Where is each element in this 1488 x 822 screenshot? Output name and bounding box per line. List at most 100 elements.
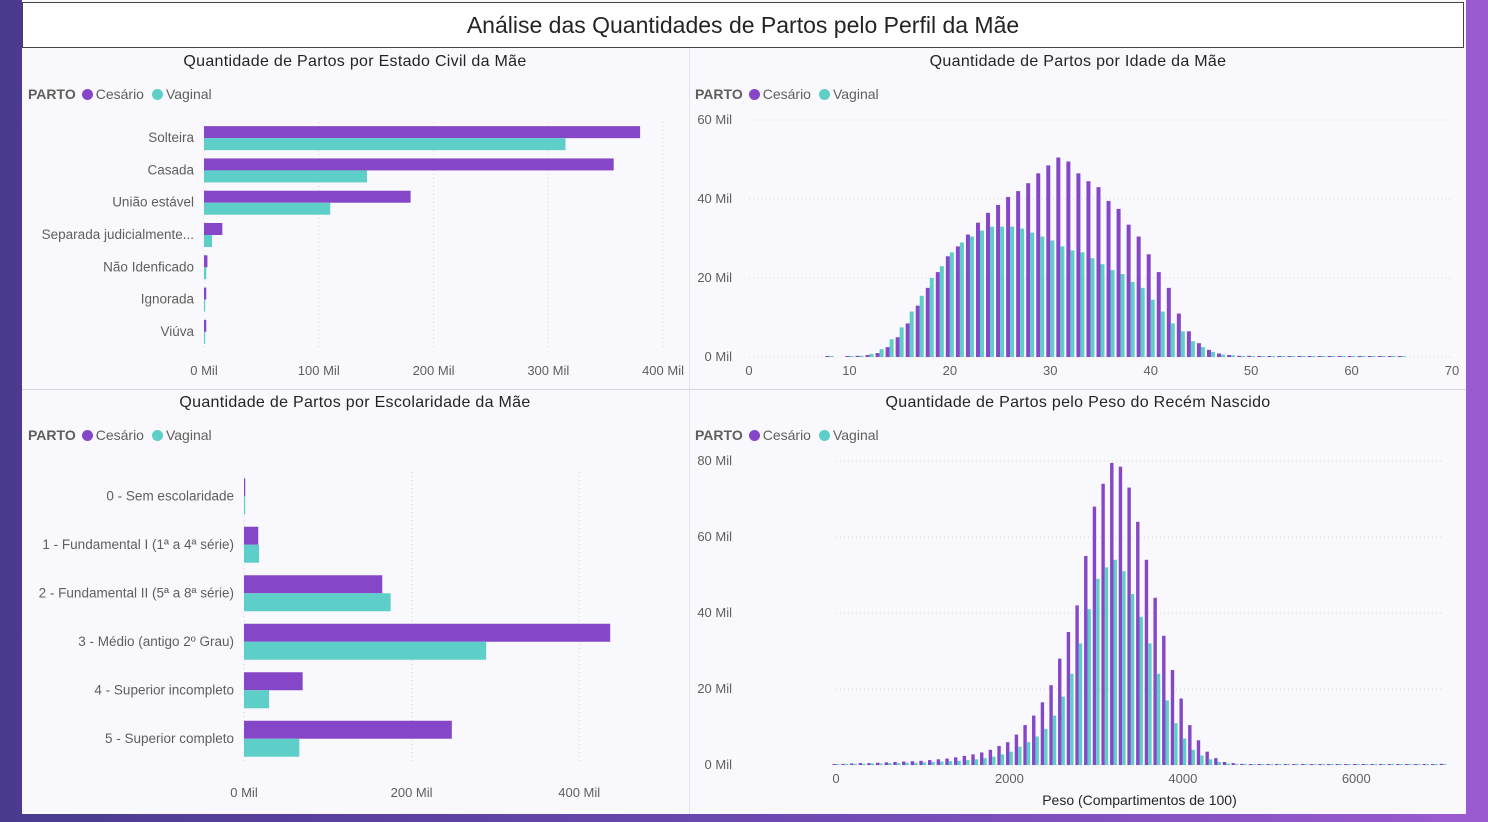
bar-cesario — [945, 256, 950, 357]
bar-vaginal — [1070, 250, 1075, 357]
bar-cesario — [845, 356, 850, 357]
bar-vaginal — [870, 763, 875, 765]
x-tick-label: 60 — [1344, 363, 1358, 378]
bar-vaginal — [1347, 764, 1352, 765]
chart-legend[interactable]: PARTO Cesário Vaginal — [28, 86, 220, 102]
legend-text-vaginal: Vaginal — [165, 427, 212, 443]
chart-peso[interactable]: Quantidade de Partos pelo Peso do Recém … — [690, 390, 1466, 814]
bar-vaginal — [957, 760, 961, 765]
bar-vaginal — [1208, 759, 1213, 765]
x-tick-label: 10 — [842, 363, 856, 378]
bar-cesario — [204, 126, 641, 139]
bar-cesario — [1196, 740, 1201, 765]
bar-cesario — [901, 761, 906, 765]
x-tick-label: 0 Mil — [190, 363, 218, 378]
bar-vaginal — [862, 763, 866, 765]
legend-text-cesario: Cesário — [95, 427, 144, 443]
bar-vaginal — [1018, 746, 1022, 765]
bar-cesario — [855, 355, 860, 357]
legend-text-cesario: Cesário — [95, 86, 144, 102]
legend-text-vaginal: Vaginal — [832, 86, 879, 102]
bar-cesario — [204, 287, 207, 300]
x-tick-label: 400 Mil — [642, 363, 684, 378]
chart-legend[interactable]: PARTO Cesário Vaginal — [695, 86, 887, 102]
bar-vaginal — [948, 761, 953, 765]
bar-cesario — [996, 204, 1001, 357]
legend-item-cesario[interactable]: Cesário — [81, 427, 144, 443]
chart-legend[interactable]: PARTO Cesário Vaginal — [695, 427, 887, 443]
bar-cesario — [875, 762, 880, 765]
bar-vaginal — [1252, 764, 1256, 765]
bar-cesario — [1179, 698, 1183, 765]
bar-vaginal — [896, 763, 901, 765]
bar-cesario — [1266, 764, 1270, 765]
bar-vaginal — [1061, 696, 1065, 765]
bar-vaginal — [1331, 356, 1336, 357]
bar-cesario — [1096, 187, 1101, 357]
legend-label: PARTO — [28, 86, 76, 102]
bar-vaginal — [1174, 723, 1178, 765]
bar-vaginal — [244, 641, 487, 660]
chart-escolaridade-plot: 0 Mil 200 Mil 400 Mil 0 - Sem escolaridade 1… — [39, 472, 611, 800]
legend-item-cesario[interactable]: Cesário — [748, 86, 811, 102]
bar-cesario — [1277, 356, 1282, 357]
bar-cesario — [1430, 764, 1435, 765]
chart-legend[interactable]: PARTO Cesário Vaginal — [28, 427, 220, 443]
report-title-text: Análise das Quantidades de Partos pelo P… — [466, 11, 1020, 38]
legend-item-vaginal[interactable]: Vaginal — [151, 427, 212, 443]
x-tick-label: 200 Mil — [391, 785, 433, 800]
bar-vaginal — [1200, 347, 1205, 357]
bar-vaginal — [1321, 356, 1326, 357]
legend-dot-cesario — [748, 429, 760, 441]
category-label: Não Idenficado — [103, 259, 194, 274]
category-label: 1 - Fundamental I (1ª a 4ª série) — [42, 537, 234, 552]
bar-cesario — [1106, 200, 1111, 357]
bar-cesario — [244, 478, 246, 497]
category-label: Ignorada — [141, 292, 195, 307]
bar-vaginal — [1373, 764, 1378, 765]
bar-cesario — [825, 356, 830, 357]
legend-item-vaginal[interactable]: Vaginal — [151, 86, 212, 102]
bar-cesario — [1387, 356, 1392, 357]
bar-cesario — [885, 347, 890, 357]
bar-cesario — [919, 760, 923, 765]
bar-vaginal — [979, 230, 984, 357]
bar-cesario — [1377, 356, 1382, 357]
legend-item-vaginal[interactable]: Vaginal — [818, 86, 879, 102]
bar-vaginal — [1261, 356, 1266, 357]
bar-cesario — [1146, 254, 1151, 357]
bar-vaginal — [949, 252, 954, 357]
x-tick-label: 0 Mil — [230, 785, 258, 800]
y-tick-label: 0 Mil — [705, 349, 733, 364]
legend-item-cesario[interactable]: Cesário — [748, 427, 811, 443]
bar-vaginal — [1035, 736, 1039, 765]
bar-cesario — [1076, 173, 1081, 357]
chart-idade[interactable]: Quantidade de Partos por Idade da Mãe PA… — [690, 48, 1466, 388]
bar-cesario — [1153, 597, 1157, 765]
bar-cesario — [895, 337, 900, 357]
bar-cesario — [936, 759, 941, 765]
bar-vaginal — [1070, 673, 1074, 765]
category-label: Viúva — [160, 324, 194, 339]
legend-label: PARTO — [695, 86, 743, 102]
x-tick-label: 0 — [832, 771, 839, 786]
bar-vaginal — [939, 266, 944, 357]
bar-vaginal — [1040, 236, 1045, 357]
legend-item-vaginal[interactable]: Vaginal — [818, 427, 879, 443]
bar-vaginal — [1281, 356, 1286, 357]
bar-vaginal — [992, 756, 996, 765]
bar-vaginal — [1301, 356, 1306, 357]
legend-item-cesario[interactable]: Cesário — [81, 86, 144, 102]
legend-dot-vaginal — [818, 88, 830, 100]
bar-vaginal — [1390, 764, 1395, 765]
x-tick-label: 2000 — [995, 771, 1024, 786]
bar-cesario — [1116, 208, 1121, 357]
bar-vaginal — [1130, 281, 1135, 357]
bar-cesario — [1404, 764, 1409, 765]
chart-estado-civil[interactable]: Quantidade de Partos por Estado Civil da… — [22, 48, 688, 388]
bar-vaginal — [1210, 351, 1215, 357]
bar-vaginal — [1269, 764, 1273, 765]
bar-vaginal — [1200, 755, 1204, 765]
chart-escolaridade[interactable]: Quantidade de Partos por Escolaridade da… — [22, 390, 688, 814]
bar-cesario — [915, 305, 920, 357]
